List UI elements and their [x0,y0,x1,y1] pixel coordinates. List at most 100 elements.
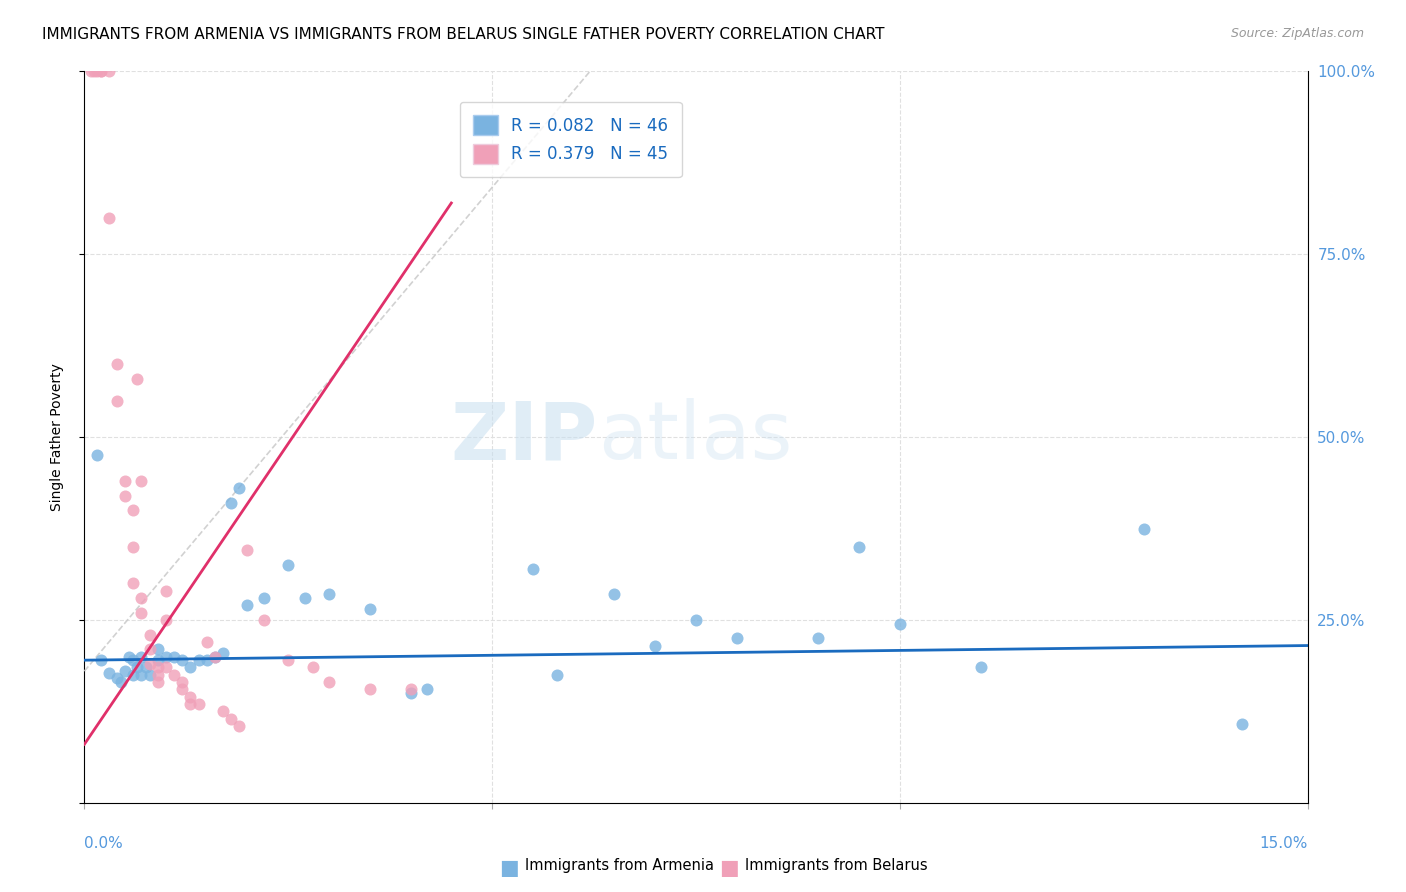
Point [114,664,136,678]
Point [685,613,707,627]
Point [105,357,128,371]
Point [90,653,112,667]
Point [122,503,145,517]
Text: ■: ■ [718,858,738,878]
Point [110,675,132,690]
Point [105,672,128,686]
Point [318,675,340,690]
Point [155,583,177,598]
Point [131,474,153,488]
Point [90,64,112,78]
Point [97,64,120,78]
Point [277,558,299,573]
Point [122,576,145,591]
Point [236,543,259,558]
Point [277,653,299,667]
Point [131,667,153,681]
Text: Immigrants from Armenia: Immigrants from Armenia [524,858,714,872]
Point [155,660,177,674]
Point [138,627,160,641]
Point [219,712,242,726]
Point [83,64,105,78]
Point [97,665,120,680]
Point [179,660,201,674]
Point [118,649,141,664]
Point [301,660,323,674]
Point [546,667,568,681]
Point [603,587,626,601]
Point [807,632,830,646]
Point [172,675,194,690]
Point [219,496,242,510]
Point [195,653,218,667]
Point [253,591,276,605]
Y-axis label: Single Father Poverty: Single Father Poverty [49,363,63,511]
Point [848,540,870,554]
Point [131,591,153,605]
Point [204,649,226,664]
Point [187,653,209,667]
Point [146,675,169,690]
Point [359,602,381,616]
Point [114,489,136,503]
Point [138,642,160,657]
Point [138,667,160,681]
Point [86,448,108,462]
Point [399,686,422,700]
Point [163,649,186,664]
Point [179,690,201,704]
Point [155,649,177,664]
Point [172,653,194,667]
Point [416,682,439,697]
Point [80,64,103,78]
Point [294,591,316,605]
Point [155,613,177,627]
Point [90,64,112,78]
Point [105,393,128,408]
Text: ■: ■ [499,858,519,878]
Point [212,646,235,660]
Point [146,653,169,667]
Point [970,660,993,674]
Point [187,697,209,711]
Point [228,719,250,733]
Point [114,474,136,488]
Point [146,642,169,657]
Text: Immigrants from Belarus: Immigrants from Belarus [745,858,928,872]
Point [644,639,666,653]
Point [359,682,381,697]
Point [212,705,235,719]
Text: 15.0%: 15.0% [1260,836,1308,851]
Text: ZIP: ZIP [451,398,598,476]
Text: atlas: atlas [598,398,793,476]
Point [122,667,145,681]
Point [138,657,160,671]
Point [889,616,911,631]
Point [522,562,544,576]
Point [135,660,157,674]
Point [146,660,169,674]
Point [122,540,145,554]
Point [195,635,218,649]
Point [1232,716,1254,731]
Point [172,682,194,697]
Point [131,649,153,664]
Text: 0.0%: 0.0% [84,836,124,851]
Point [97,211,120,225]
Point [122,653,145,667]
Point [204,649,226,664]
Point [725,632,748,646]
Point [146,667,169,681]
Legend: R = 0.082   N = 46, R = 0.379   N = 45: R = 0.082 N = 46, R = 0.379 N = 45 [460,102,682,178]
Point [163,667,186,681]
Point [86,64,108,78]
Point [318,587,340,601]
Text: Source: ZipAtlas.com: Source: ZipAtlas.com [1230,27,1364,40]
Point [179,697,201,711]
Point [131,606,153,620]
Point [399,682,422,697]
Text: IMMIGRANTS FROM ARMENIA VS IMMIGRANTS FROM BELARUS SINGLE FATHER POVERTY CORRELA: IMMIGRANTS FROM ARMENIA VS IMMIGRANTS FR… [42,27,884,42]
Point [127,660,149,674]
Point [236,599,259,613]
Point [1133,521,1156,535]
